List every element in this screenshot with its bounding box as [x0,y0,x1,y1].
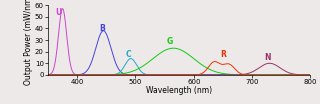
Text: R: R [220,50,226,59]
Text: B: B [99,24,105,33]
Text: U: U [55,8,61,17]
Y-axis label: Output Power (mW/nm): Output Power (mW/nm) [24,0,34,85]
Text: N: N [265,53,271,62]
Text: C: C [126,50,131,59]
X-axis label: Wavelength (nm): Wavelength (nm) [146,86,212,95]
Text: G: G [166,37,172,46]
